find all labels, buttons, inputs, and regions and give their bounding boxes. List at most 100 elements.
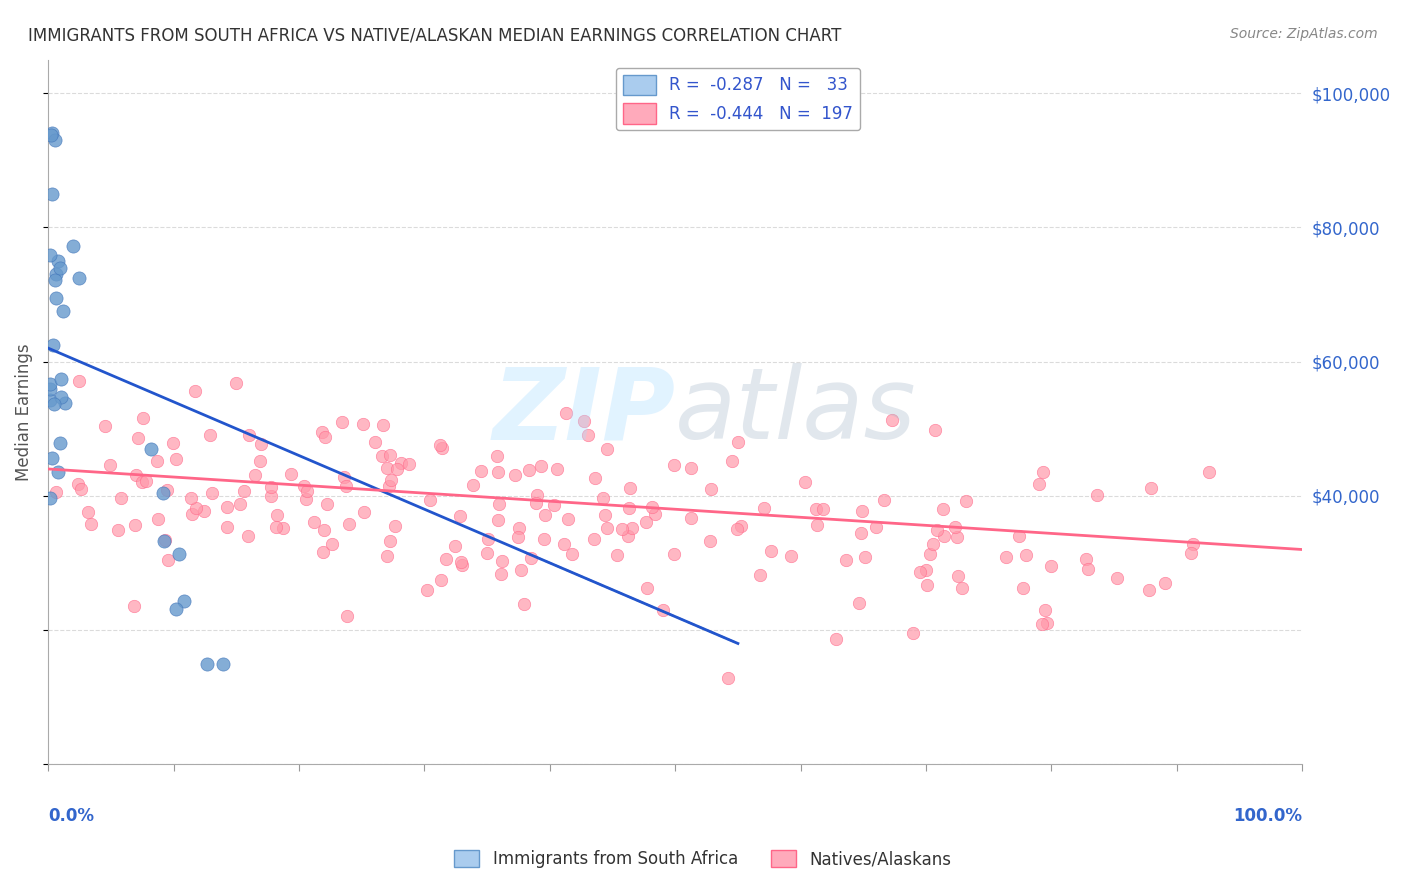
Point	[1182, 537, 1205, 551]
Point	[748, 567, 770, 582]
Point	[612, 522, 634, 536]
Point	[910, 566, 932, 580]
Point	[94, 419, 117, 434]
Text: 0.0%: 0.0%	[48, 806, 94, 824]
Point	[98, 458, 121, 473]
Point	[699, 483, 721, 497]
Point	[720, 454, 742, 468]
Point	[835, 553, 858, 567]
Point	[128, 431, 150, 445]
Point	[373, 417, 395, 432]
Point	[304, 515, 326, 529]
Point	[132, 411, 155, 425]
Point	[463, 478, 485, 492]
Point	[260, 489, 283, 503]
Point	[371, 449, 394, 463]
Point	[811, 501, 834, 516]
Point	[513, 597, 536, 611]
Point	[583, 532, 606, 546]
Point	[79, 517, 101, 532]
Point	[636, 581, 658, 595]
Point	[489, 566, 512, 581]
Point	[488, 513, 510, 527]
Point	[415, 583, 437, 598]
Point	[45, 484, 67, 499]
Point	[662, 458, 685, 472]
Point	[1036, 615, 1059, 630]
Point	[948, 568, 970, 582]
Point	[557, 512, 579, 526]
Point	[641, 500, 664, 514]
Point	[1107, 570, 1129, 584]
Point	[1137, 583, 1160, 598]
Point	[955, 494, 977, 508]
Point	[730, 518, 752, 533]
Point	[67, 375, 90, 389]
Point	[236, 529, 259, 543]
Point	[229, 497, 252, 511]
Point	[1028, 476, 1050, 491]
Point	[49, 372, 72, 386]
Point	[335, 479, 357, 493]
Point	[211, 657, 233, 671]
Point	[41, 127, 63, 141]
Point	[634, 515, 657, 529]
Point	[1077, 561, 1099, 575]
Point	[49, 435, 72, 450]
Point	[165, 602, 187, 616]
Point	[1033, 603, 1056, 617]
Point	[873, 493, 896, 508]
Point	[915, 563, 938, 577]
Point	[934, 529, 956, 543]
Point	[375, 461, 398, 475]
Point	[152, 486, 174, 500]
Point	[315, 497, 337, 511]
Point	[508, 521, 530, 535]
Point	[49, 390, 72, 404]
Point	[517, 463, 540, 477]
Point	[583, 471, 606, 485]
Point	[932, 501, 955, 516]
Point	[312, 524, 335, 538]
Point	[44, 133, 66, 147]
Point	[295, 491, 318, 506]
Point	[352, 417, 374, 431]
Point	[380, 473, 402, 487]
Point	[486, 465, 509, 479]
Point	[825, 632, 848, 646]
Point	[389, 456, 412, 470]
Point	[46, 254, 69, 268]
Point	[62, 239, 84, 253]
Point	[606, 549, 628, 563]
Point	[922, 537, 945, 551]
Point	[679, 510, 702, 524]
Point	[620, 521, 643, 535]
Point	[533, 532, 555, 546]
Point	[533, 508, 555, 523]
Point	[449, 509, 471, 524]
Point	[173, 593, 195, 607]
Point	[124, 518, 146, 533]
Point	[162, 436, 184, 450]
Point	[592, 491, 614, 506]
Point	[477, 533, 499, 547]
Point	[141, 442, 163, 456]
Point	[321, 537, 343, 551]
Point	[1031, 616, 1053, 631]
Point	[375, 549, 398, 563]
Point	[555, 406, 578, 420]
Legend: Immigrants from South Africa, Natives/Alaskans: Immigrants from South Africa, Natives/Al…	[447, 843, 959, 875]
Point	[503, 468, 526, 483]
Point	[1032, 465, 1054, 479]
Point	[1015, 549, 1038, 563]
Point	[46, 465, 69, 479]
Point	[167, 547, 190, 561]
Point	[145, 454, 167, 468]
Point	[125, 468, 148, 483]
Point	[66, 476, 89, 491]
Point	[576, 428, 599, 442]
Point	[266, 508, 288, 523]
Point	[184, 384, 207, 398]
Point	[651, 603, 673, 617]
Point	[477, 546, 499, 560]
